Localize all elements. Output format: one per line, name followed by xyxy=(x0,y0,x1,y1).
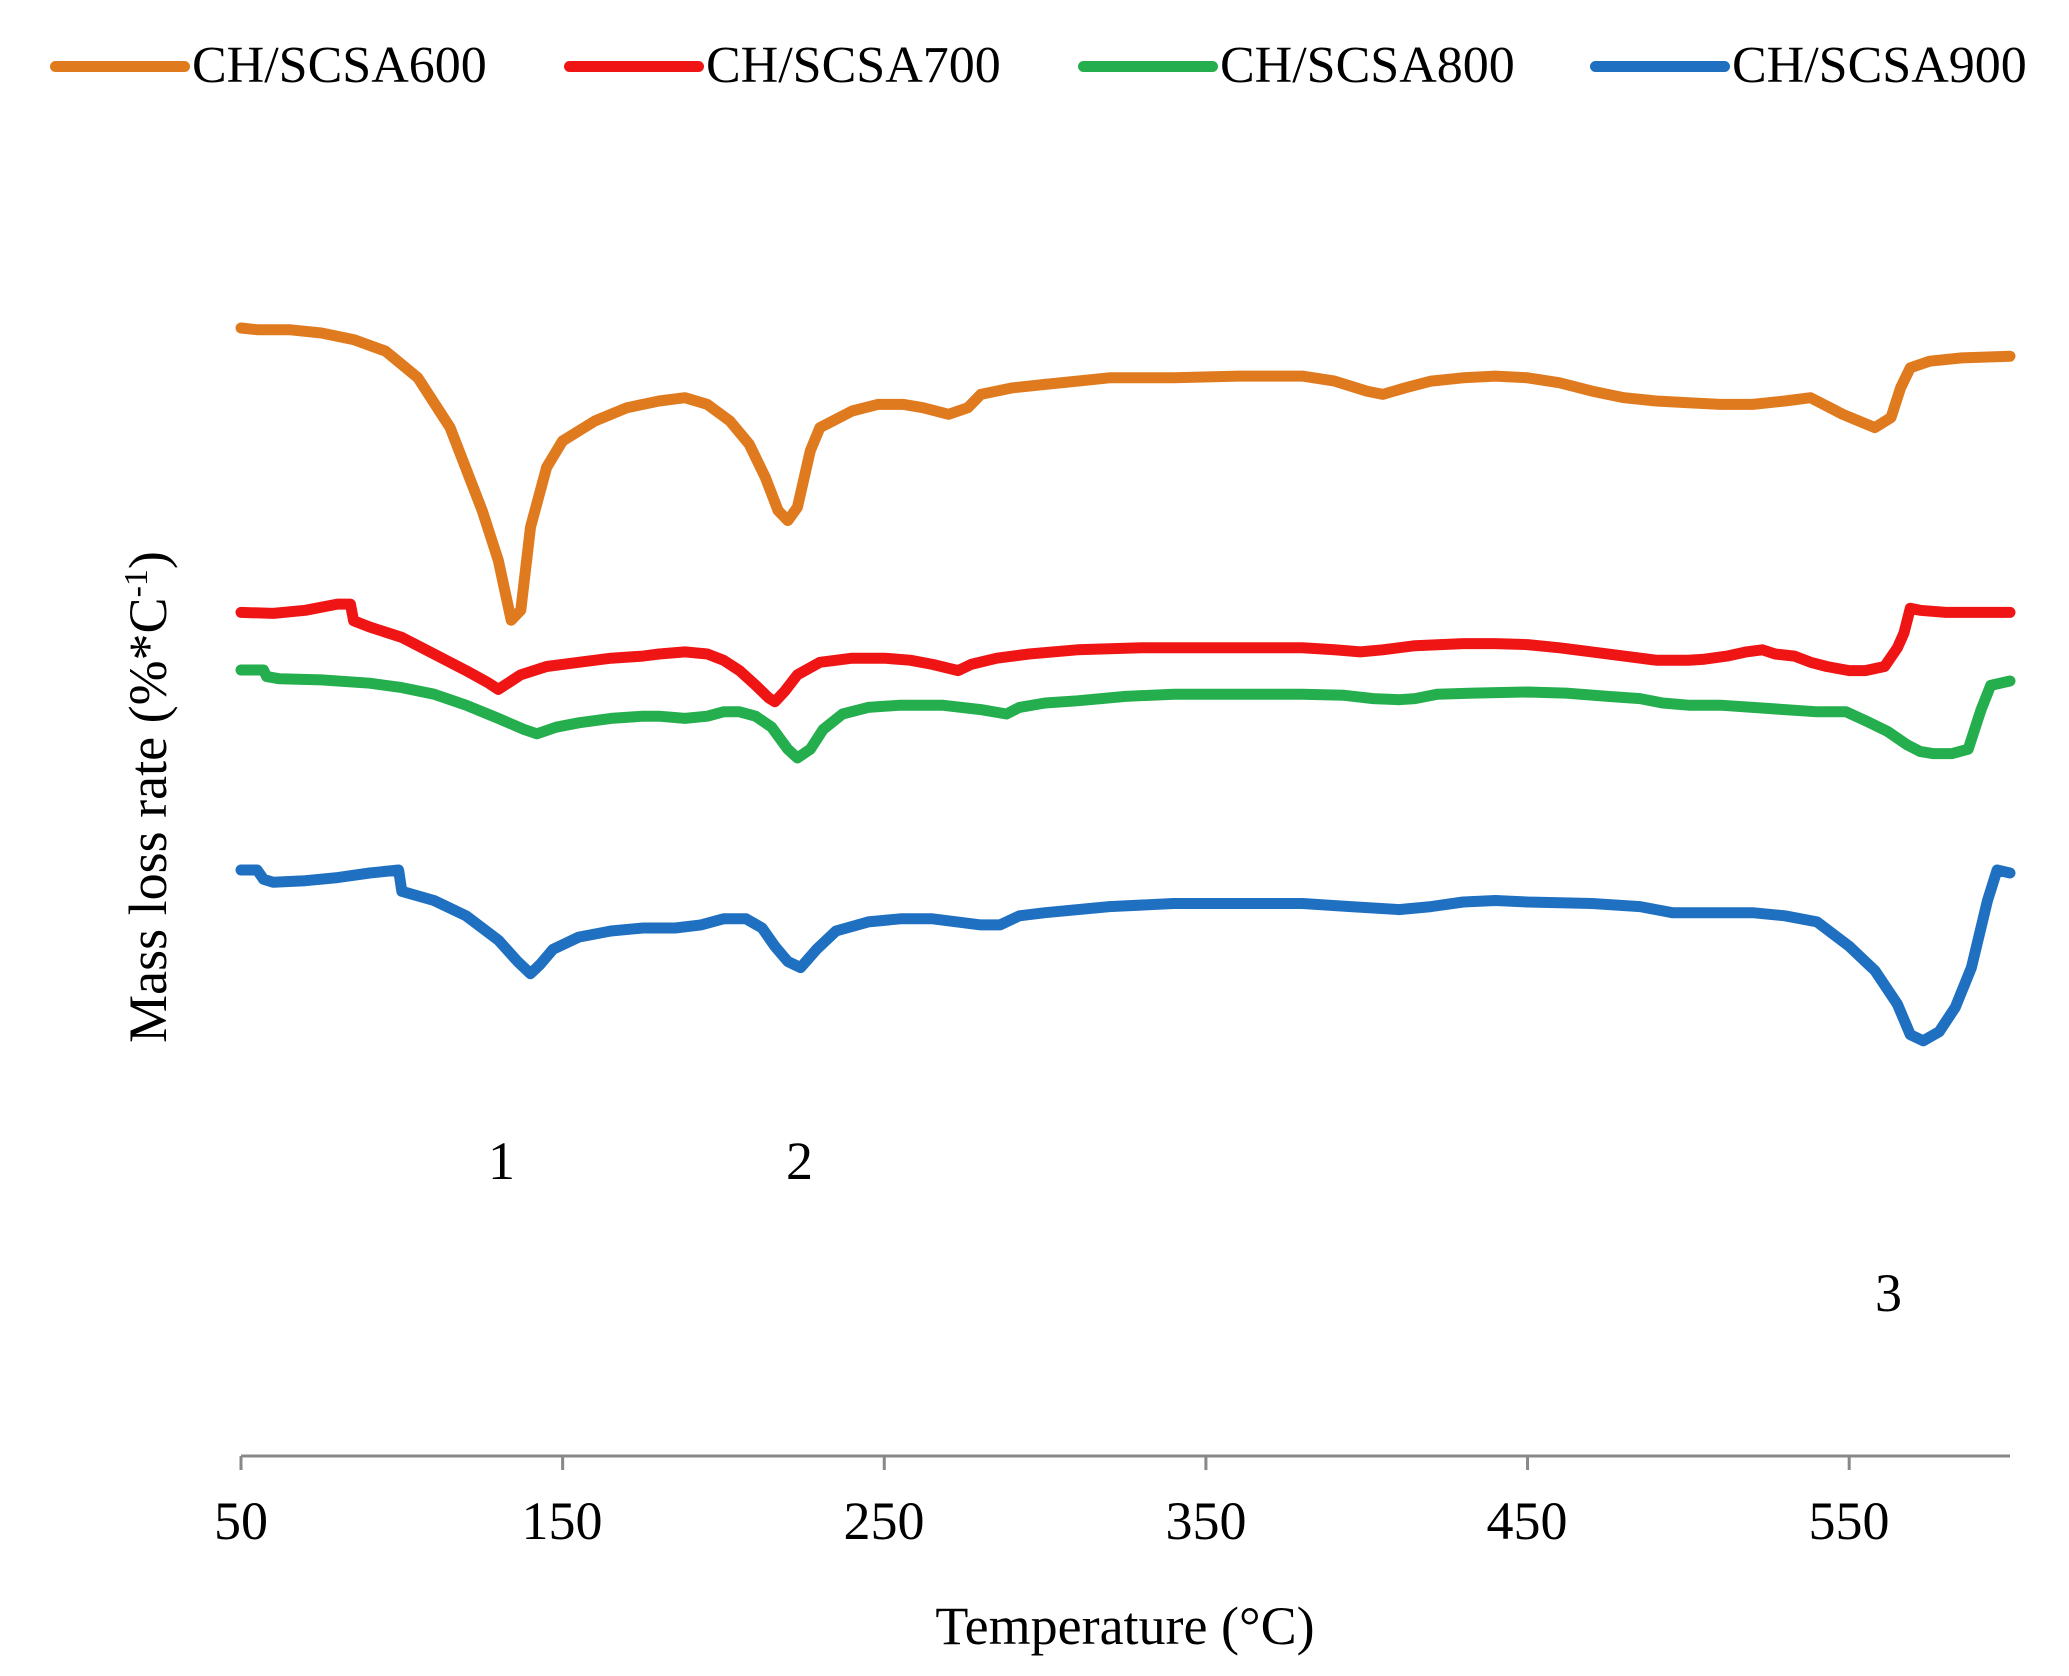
series-layer xyxy=(235,322,2016,1047)
legend: CH/SCSA600 CH/SCSA700 CH/SCSA800 CH/SCSA… xyxy=(50,30,2040,100)
x-tick-label: 550 xyxy=(1808,1491,1890,1551)
peak-annotation-2: 2 xyxy=(786,1131,813,1191)
legend-label: CH/SCSA600 xyxy=(192,37,487,94)
series-line-ch-scsa900 xyxy=(235,864,2016,1047)
legend-label: CH/SCSA700 xyxy=(706,37,1001,94)
series-line-ch-scsa800 xyxy=(235,664,2016,764)
x-axis xyxy=(239,1454,2010,1470)
series-line-ch-scsa600 xyxy=(235,322,2016,626)
x-tick-label: 150 xyxy=(521,1491,603,1551)
x-axis-title: Temperature (°C) xyxy=(935,1596,1315,1656)
x-tick-label: 350 xyxy=(1165,1491,1247,1551)
x-tick-label: 450 xyxy=(1486,1491,1568,1551)
legend-swatch-blue xyxy=(1590,61,1730,72)
peak-annotation-3: 3 xyxy=(1875,1263,1902,1323)
x-tick-label: 50 xyxy=(214,1491,268,1551)
y-axis-title: Mass loss rate (%*C-1) xyxy=(117,551,179,1043)
legend-swatch-orange xyxy=(50,61,190,72)
legend-swatch-green xyxy=(1078,61,1218,72)
peak-annotation-1: 1 xyxy=(488,1131,515,1191)
y-axis-title-text: Mass loss rate (%*C xyxy=(118,597,178,1043)
legend-label: CH/SCSA900 xyxy=(1732,37,2027,94)
x-tick-label: 250 xyxy=(843,1491,925,1551)
y-axis-title-close: ) xyxy=(118,551,178,570)
y-axis-title-superscript: -1 xyxy=(118,569,155,598)
legend-label: CH/SCSA800 xyxy=(1220,37,1515,94)
series-line-ch-scsa700 xyxy=(235,598,2016,708)
legend-swatch-red xyxy=(564,61,704,72)
